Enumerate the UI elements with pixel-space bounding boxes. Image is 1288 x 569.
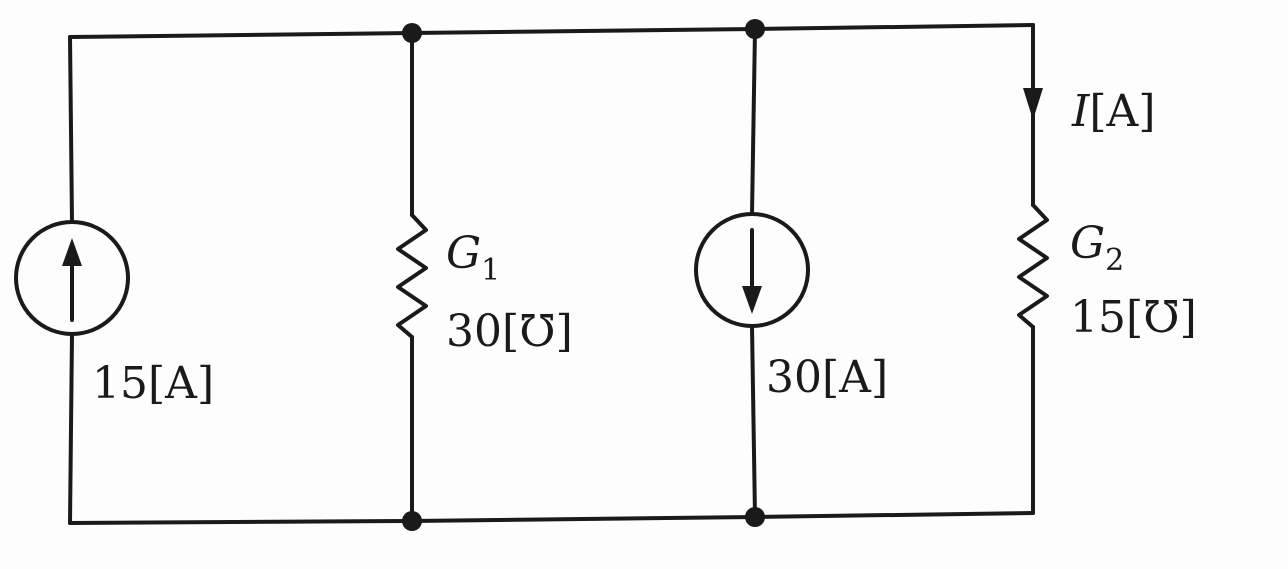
current-source-30a bbox=[694, 27, 810, 519]
junction-dot bbox=[745, 507, 765, 527]
current-arrow-icon bbox=[1023, 88, 1043, 120]
g1-symbol: G1 bbox=[446, 228, 500, 288]
conductance-g1 bbox=[396, 31, 428, 523]
bottom-rail bbox=[68, 511, 1035, 525]
g1-value: 30[℧] bbox=[446, 306, 573, 357]
arrow-up-icon bbox=[62, 238, 82, 322]
arrow-down-icon bbox=[742, 228, 762, 314]
source2-label: 30[A] bbox=[766, 352, 888, 403]
top-rail bbox=[68, 23, 1035, 39]
current-label: I[A] bbox=[1071, 86, 1156, 137]
conductance-g2 bbox=[1017, 23, 1049, 515]
resistor-zigzag-icon bbox=[1017, 203, 1049, 329]
junction-dot bbox=[745, 19, 765, 39]
g2-value: 15[℧] bbox=[1070, 292, 1197, 343]
resistor-zigzag-icon bbox=[396, 213, 428, 339]
current-source-15a bbox=[14, 35, 130, 525]
source1-label: 15[A] bbox=[92, 358, 214, 409]
g2-symbol: G2 bbox=[1070, 218, 1124, 278]
junction-dot bbox=[402, 511, 422, 531]
junction-dot bbox=[402, 23, 422, 43]
